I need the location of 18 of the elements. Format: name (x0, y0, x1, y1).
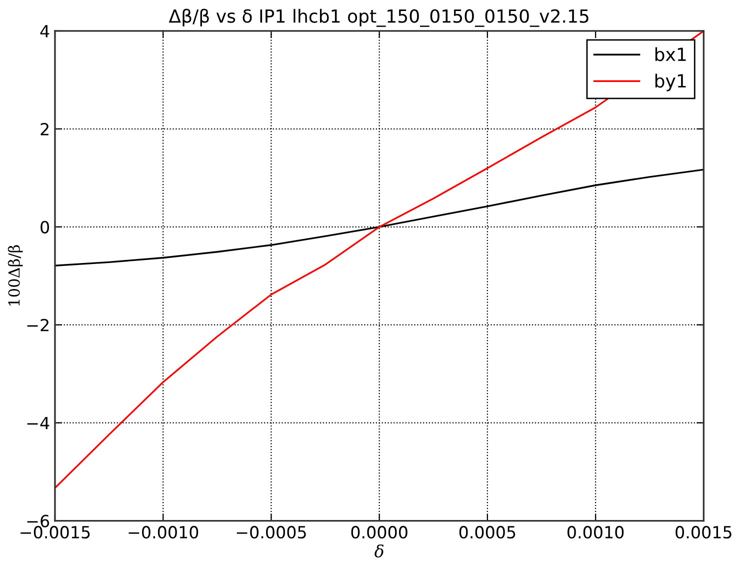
x-tick-label: −0.0005 (236, 526, 306, 539)
x-axis-title: δ (374, 544, 384, 558)
y-tick-label: −2 (27, 318, 48, 332)
x-tick-label: 0.0000 (351, 526, 408, 539)
y-tick-label: −4 (27, 416, 50, 430)
y-axis-title: 100Δβ/β (8, 245, 23, 306)
chart-title: Δβ/β vs δ IP1 lhcb1 opt_150_0150_0150_v2.15 (168, 8, 588, 27)
x-tick-label: 0.0005 (459, 526, 516, 539)
y-tick-label: 0 (40, 220, 50, 234)
y-tick-label: −6 (27, 514, 50, 528)
x-tick-label: −0.0015 (20, 526, 90, 539)
legend-label: bx1 (655, 47, 686, 62)
legend-label: by1 (655, 74, 686, 92)
x-tick-label: 0.0010 (568, 526, 624, 539)
x-tick-label: 0.0015 (676, 526, 732, 539)
y-tick-label: 2 (40, 122, 48, 136)
x-tick-label: −0.0010 (128, 526, 198, 539)
y-tick-label: 4 (40, 25, 50, 38)
